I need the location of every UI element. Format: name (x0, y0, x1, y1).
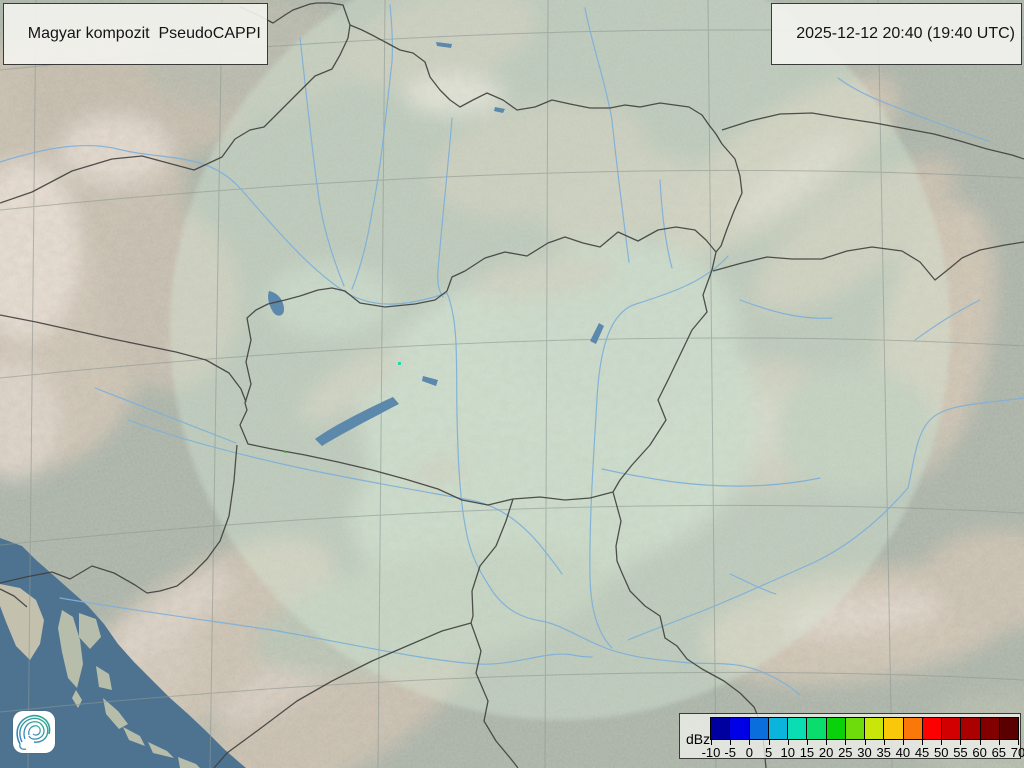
product-title: Magyar kompozit PseudoCAPPI (27, 25, 261, 42)
legend-tick-label: 35 (876, 745, 891, 760)
rivers (0, 4, 1024, 696)
adriatic-islands (58, 610, 200, 768)
legend-tick (845, 740, 847, 745)
legend-tick-label: 25 (838, 745, 853, 760)
legend-tick-label: 5 (764, 745, 773, 760)
legend-tick-label: -10 (701, 745, 721, 760)
legend-tick-label: 70 (1010, 745, 1024, 760)
lakes (268, 42, 604, 446)
legend-color-cell (942, 718, 962, 739)
hungaromet-logo (13, 711, 55, 753)
legend-tick (730, 740, 732, 745)
legend-tick-label: 60 (972, 745, 987, 760)
legend-tick (826, 740, 828, 745)
hungary-border (239, 226, 717, 506)
legend-tick-label: 15 (799, 745, 815, 760)
legend-tick (749, 740, 751, 745)
legend-tick (806, 740, 808, 745)
legend-color-cell (807, 718, 827, 739)
lake-tisza (590, 323, 604, 344)
legend-tick-label: 40 (895, 745, 911, 760)
legend-tick (883, 740, 885, 745)
legend-tick (1018, 740, 1019, 745)
legend-color-cell (788, 718, 808, 739)
legend-tick (711, 740, 712, 745)
legend-tick (787, 740, 789, 745)
legend-tick-label: 65 (991, 745, 1007, 760)
legend-tick-label: -5 (724, 745, 736, 760)
legend-tick-label: 55 (953, 745, 968, 760)
legend-tick (960, 740, 962, 745)
legend-tick (979, 740, 981, 745)
legend-color-cell (961, 718, 981, 739)
legend-color-cell (999, 718, 1018, 739)
legend-colorbar (710, 717, 1019, 740)
legend-tick (941, 740, 943, 745)
legend-ticks (710, 740, 1019, 746)
legend-tick-label: 0 (745, 745, 753, 760)
lake-balaton (315, 397, 399, 446)
dbz-legend: dBz -10 -5 0 5 10 15 20 25 30 35 40 45 50 55 60 65 70 (679, 713, 1024, 760)
legend-color-cell (826, 718, 846, 739)
timestamp: 2025-12-12 20:40 (19:40 UTC) (796, 25, 1015, 42)
legend-tick (922, 740, 924, 745)
istria-peninsula (0, 584, 44, 660)
legend-color-cell (980, 718, 1000, 739)
legend-tick-label: 10 (780, 745, 795, 760)
product-title-box: Magyar kompozit PseudoCAPPI (3, 3, 268, 65)
legend-color-cell (922, 718, 942, 739)
legend-color-cell (884, 718, 904, 739)
radar-coverage-area (170, 0, 950, 720)
legend-color-cell (865, 718, 885, 739)
legend-tick (902, 740, 904, 745)
legend-tick-label: 20 (818, 745, 834, 760)
legend-color-cell (730, 718, 750, 739)
spiral-cyclone-icon (16, 714, 51, 750)
lake-velence (422, 376, 438, 386)
legend-tick-label: 30 (857, 745, 872, 760)
lake-neusiedl (268, 291, 284, 316)
legend-color-cell (845, 718, 865, 739)
legend-color-cell (768, 718, 788, 739)
legend-tick-label: 45 (914, 745, 930, 760)
legend-labels: -10 -5 0 5 10 15 20 25 30 35 40 45 50 55 60 65 70 (702, 745, 1024, 760)
legend-tick (768, 740, 770, 745)
legend-color-cell (711, 718, 731, 739)
adriatic-sea (0, 538, 246, 768)
legend-color-cell (903, 718, 923, 739)
timestamp-box: 2025-12-12 20:40 (19:40 UTC) (771, 3, 1022, 65)
legend-color-cell (749, 718, 769, 739)
legend-tick (998, 740, 1000, 745)
legend-tick-label: 50 (934, 745, 949, 760)
legend-tick (864, 740, 866, 745)
legend-unit-label: dBz (686, 731, 711, 747)
